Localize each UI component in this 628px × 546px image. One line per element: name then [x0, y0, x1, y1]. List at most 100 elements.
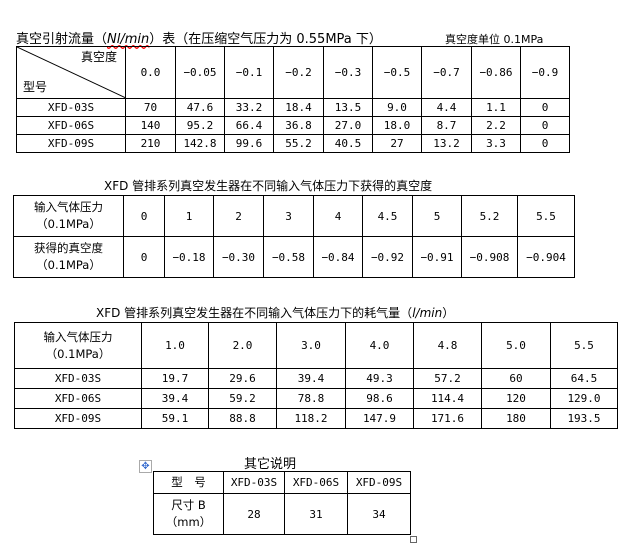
- table-cell: 输入气体压力 （0.1MPa）: [14, 322, 142, 369]
- table-cell: 98.6: [345, 388, 414, 409]
- table-cell: 27.0: [323, 116, 373, 135]
- table-cell: 70: [125, 98, 176, 117]
- table2-title: XFD 管排系列真空发生器在不同输入气体压力下获得的真空度: [104, 179, 433, 193]
- table-move-handle-icon[interactable]: ✥: [139, 460, 152, 473]
- table-cell: XFD-09S: [14, 408, 142, 429]
- table-cell: 5.0: [481, 322, 551, 369]
- table-cell: 64.5: [550, 368, 618, 389]
- vacuum-flow-table: 真空度 型号 0.0 −0.05 −0.1 −0.2 −0.3 −0.5 −0.7 −0.86 −0…: [16, 46, 570, 153]
- table-cell: XFD-09S: [16, 134, 126, 153]
- title-text: 真空引射流量（: [16, 32, 108, 47]
- table-cell: 尺寸 B （mm）: [153, 493, 224, 535]
- table-cell: 2.2: [471, 116, 521, 135]
- title-unit: l/min: [412, 306, 443, 320]
- table-cell: 210: [125, 134, 176, 153]
- corner-top-label: 真空度: [80, 50, 117, 64]
- table-cell: 34: [347, 493, 411, 535]
- table-row: XFD-06S 140 95.2 66.4 36.8 27.0 18.0 8.7 2.2 0: [16, 116, 570, 135]
- table-cell: 1: [164, 195, 214, 237]
- table-cell: 获得的真空度 （0.1MPa）: [13, 236, 124, 278]
- table-cell: 29.6: [208, 368, 277, 389]
- table-cell: 99.6: [224, 134, 274, 153]
- table-cell: 18.4: [273, 98, 324, 117]
- table-cell: 0.0: [125, 46, 176, 99]
- title-text: ）表（在压缩空气压力为 0.55MPa 下）: [149, 32, 382, 47]
- table-cell: 57.2: [413, 368, 482, 389]
- table-row: XFD-06S 39.4 59.2 78.8 98.6 114.4 120 129.0: [14, 388, 618, 409]
- table-cell: 27: [372, 134, 422, 153]
- table-cell: 0: [520, 134, 570, 153]
- table-cell: 0: [520, 98, 570, 117]
- table-cell: 18.0: [372, 116, 422, 135]
- dimension-table: 型 号 XFD-03S XFD-06S XFD-09S 尺寸 B （mm） 28 31 34: [153, 471, 411, 535]
- table-cell: 66.4: [224, 116, 274, 135]
- table-row: XFD-09S 210 142.8 99.6 55.2 40.5 27 13.2 3.3 0: [16, 134, 570, 153]
- diagonal-line: [17, 47, 126, 98]
- table-cell: 4.0: [345, 322, 414, 369]
- table-cell: 147.9: [345, 408, 414, 429]
- table-row: 输入气体压力 （0.1MPa） 0 1 2 3 4 4.5 5 5.2 5.5: [13, 195, 575, 237]
- table-cell: 0: [520, 116, 570, 135]
- table-cell: 5.5: [550, 322, 618, 369]
- table-cell: −0.2: [273, 46, 324, 99]
- table-cell: XFD-03S: [223, 471, 285, 494]
- table-cell: 3: [263, 195, 314, 237]
- table-cell: −0.904: [517, 236, 575, 278]
- table-cell: −0.05: [175, 46, 225, 99]
- table-cell: −0.908: [461, 236, 518, 278]
- table-cell: 8.7: [421, 116, 472, 135]
- table-cell: 40.5: [323, 134, 373, 153]
- table-cell: 36.8: [273, 116, 324, 135]
- unit-note: 真空度单位 0.1MPa: [445, 33, 544, 46]
- table-cell: XFD-09S: [347, 471, 411, 494]
- table-cell: −0.92: [362, 236, 413, 278]
- table-cell: XFD-03S: [16, 98, 126, 117]
- table-cell: 120: [481, 388, 551, 409]
- table-cell: 0: [123, 195, 165, 237]
- table-cell: 95.2: [175, 116, 225, 135]
- table-cell: 140: [125, 116, 176, 135]
- table-cell: XFD-06S: [16, 116, 126, 135]
- table-row: 尺寸 B （mm） 28 31 34: [153, 493, 411, 535]
- table-cell: 5.5: [517, 195, 575, 237]
- table-cell: 9.0: [372, 98, 422, 117]
- table-cell: 19.7: [141, 368, 209, 389]
- table-cell: 114.4: [413, 388, 482, 409]
- table1-title: 真空引射流量（Nl/min）表（在压缩空气压力为 0.55MPa 下）: [16, 28, 382, 47]
- table-cell: 4.5: [362, 195, 413, 237]
- table-cell: 47.6: [175, 98, 225, 117]
- table-cell: 78.8: [276, 388, 346, 409]
- table-cell: 型 号: [153, 471, 224, 494]
- air-consumption-table: 输入气体压力 （0.1MPa） 1.0 2.0 3.0 4.0 4.8 5.0 5.5 XFD-0…: [14, 322, 618, 429]
- table-cell: −0.91: [412, 236, 462, 278]
- table-cell: −0.5: [372, 46, 422, 99]
- table-cell: −0.58: [263, 236, 314, 278]
- table4-title: 其它说明: [244, 457, 297, 472]
- table-cell: XFD-03S: [14, 368, 142, 389]
- table-cell: 60: [481, 368, 551, 389]
- table-row: XFD-09S 59.1 88.8 118.2 147.9 171.6 180 193.5: [14, 408, 618, 429]
- title-unit: Nl/min: [107, 32, 150, 47]
- table-cell: 3.3: [471, 134, 521, 153]
- table-cell: 180: [481, 408, 551, 429]
- table-cell: 13.5: [323, 98, 373, 117]
- table-cell: 142.8: [175, 134, 225, 153]
- table-cell: XFD-06S: [284, 471, 348, 494]
- table-cell: −0.9: [520, 46, 570, 99]
- table-cell: −0.3: [323, 46, 373, 99]
- table-cell: 1.0: [141, 322, 209, 369]
- table-cell: 118.2: [276, 408, 346, 429]
- table-cell: 28: [223, 493, 285, 535]
- table-cell: 59.1: [141, 408, 209, 429]
- table-cell: 49.3: [345, 368, 414, 389]
- table-cell: 39.4: [141, 388, 209, 409]
- vacuum-degree-table: 输入气体压力 （0.1MPa） 0 1 2 3 4 4.5 5 5.2 5.5 获得的真空度 （0.1M…: [13, 195, 575, 278]
- table-cell: −0.86: [471, 46, 521, 99]
- table-cell: 0: [123, 236, 165, 278]
- table-cell: 33.2: [224, 98, 274, 117]
- table-resize-handle[interactable]: [410, 536, 417, 543]
- table-cell: 2: [213, 195, 264, 237]
- title-text: XFD 管排系列真空发生器在不同输入气体压力下的耗气量（: [96, 306, 413, 320]
- table-row: 真空度 型号 0.0 −0.05 −0.1 −0.2 −0.3 −0.5 −0.7 −0.86 −0…: [16, 46, 570, 99]
- table-cell: −0.18: [164, 236, 214, 278]
